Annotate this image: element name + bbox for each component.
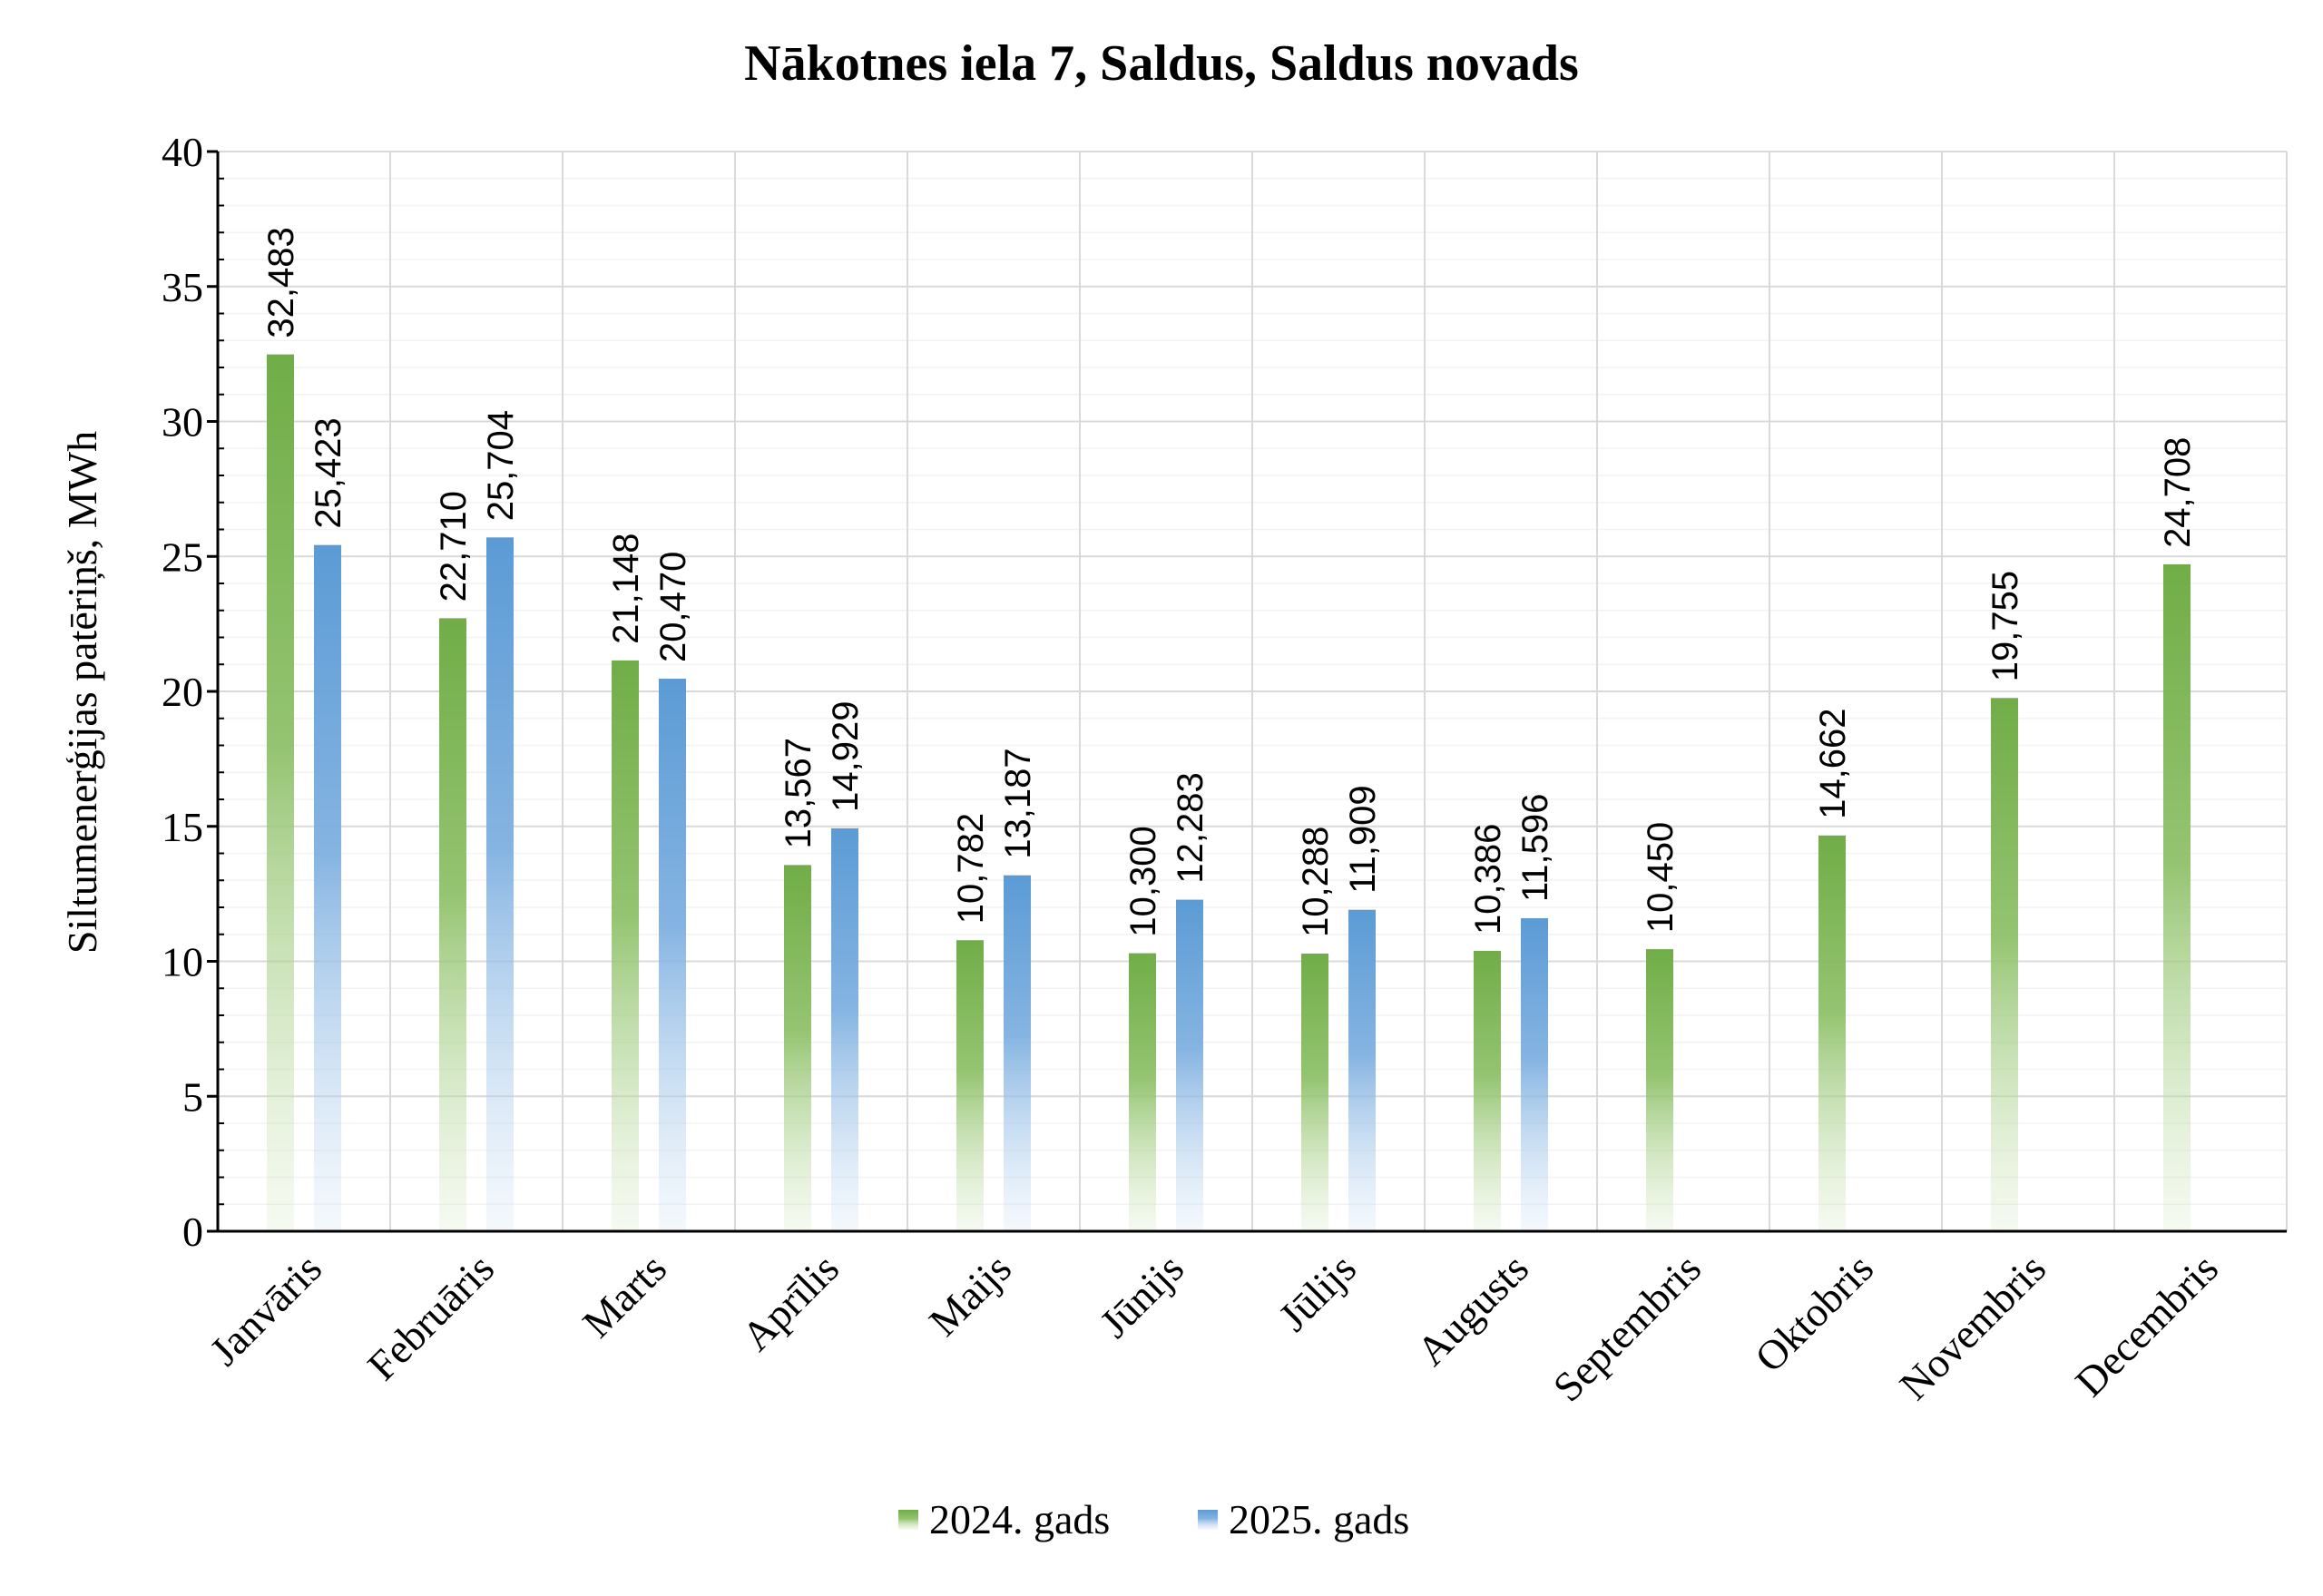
- bar-2024-10: [1991, 698, 2018, 1231]
- data-label: 20,470: [653, 552, 693, 662]
- data-label: 11,909: [1343, 785, 1383, 893]
- data-label: 14,662: [1813, 708, 1853, 818]
- y-tick-label: 0: [182, 1209, 203, 1255]
- data-label: 22,710: [434, 491, 474, 602]
- y-tick-label: 20: [162, 669, 203, 715]
- bar-2025-0: [314, 544, 341, 1231]
- y-tick-label: 15: [162, 804, 203, 850]
- data-label: 10,450: [1641, 822, 1681, 933]
- bar-2024-4: [956, 940, 984, 1231]
- bar-2024-2: [612, 660, 639, 1231]
- x-tick-label: Maijs: [920, 1245, 1020, 1345]
- x-tick-label: Janvāris: [201, 1245, 330, 1375]
- x-tick-label: Marts: [573, 1245, 675, 1346]
- bar-2024-1: [439, 618, 466, 1231]
- y-tick-label: 35: [162, 264, 203, 310]
- data-label: 19,755: [1985, 571, 2025, 681]
- data-label: 11,596: [1515, 794, 1555, 902]
- data-label: 21,148: [606, 534, 646, 644]
- data-label: 32,483: [261, 227, 301, 338]
- data-label: 13,567: [779, 738, 818, 848]
- data-label: 14,929: [826, 701, 866, 812]
- bar-2024-5: [1129, 953, 1156, 1231]
- grid: [217, 151, 2288, 1231]
- y-tick-label: 10: [162, 939, 203, 985]
- y-tick-label: 25: [162, 534, 203, 580]
- bar-2025-7: [1521, 918, 1548, 1231]
- legend-swatch-2025: [1198, 1510, 1218, 1530]
- y-tick-label: 5: [182, 1073, 203, 1120]
- legend: 2024. gads 2025. gads: [898, 1496, 1409, 1542]
- data-label: 12,283: [1171, 772, 1211, 883]
- data-label: 24,708: [2158, 437, 2198, 548]
- data-label: 10,300: [1123, 826, 1163, 936]
- bar-2024-9: [1818, 835, 1846, 1231]
- y-tick-label: 30: [162, 399, 203, 446]
- data-label: 10,386: [1468, 824, 1508, 935]
- bar-2025-2: [659, 679, 686, 1231]
- bar-2024-8: [1646, 949, 1673, 1231]
- x-tick-label: Jūnijs: [1091, 1245, 1192, 1346]
- bar-2025-4: [1004, 875, 1031, 1231]
- x-tick-label: Oktobris: [1746, 1245, 1882, 1381]
- bar-2025-3: [831, 827, 858, 1231]
- legend-swatch-2024: [898, 1510, 918, 1530]
- y-tick-label: 40: [162, 129, 203, 175]
- axes: 0 5 10 15 20 25 30 35 40 Janvāris Februāris Marts Ap…: [162, 129, 2287, 1410]
- y-axis-label: Siltumenerģijas patēriņš, MWh: [59, 431, 105, 954]
- data-labels: 32,483 22,710 21,148 13,567 10,782 10,300 10,2…: [261, 227, 2198, 937]
- chart-title: Nākotnes iela 7, Saldus, Saldus novads: [744, 35, 1579, 92]
- x-tick-label: Septembris: [1544, 1245, 1710, 1410]
- x-tick-label: Novembris: [1890, 1245, 2054, 1409]
- bar-2024-7: [1474, 951, 1501, 1231]
- bar-2024-11: [2163, 563, 2191, 1231]
- bar-2025-6: [1348, 909, 1376, 1231]
- x-tick-label: Augusts: [1407, 1245, 1537, 1375]
- data-label: 25,423: [309, 417, 348, 528]
- data-label: 25,704: [481, 410, 521, 521]
- bar-2024-3: [784, 865, 811, 1231]
- x-tick-label: Aprīlis: [733, 1245, 848, 1359]
- x-tick-label: Decembris: [2066, 1245, 2227, 1405]
- x-tick-label: Jūlijs: [1269, 1245, 1365, 1340]
- data-label: 10,288: [1296, 827, 1336, 937]
- bar-2024-6: [1301, 953, 1328, 1231]
- bar-2025-1: [486, 537, 514, 1231]
- legend-label-2025: 2025. gads: [1229, 1496, 1409, 1542]
- legend-label-2024: 2024. gads: [929, 1496, 1110, 1542]
- bars: [267, 354, 2191, 1231]
- data-label: 13,187: [998, 748, 1038, 858]
- data-label: 10,782: [951, 813, 991, 924]
- bar-2025-5: [1176, 899, 1203, 1231]
- x-tick-label: Februāris: [358, 1245, 503, 1389]
- bar-2024-0: [267, 354, 294, 1231]
